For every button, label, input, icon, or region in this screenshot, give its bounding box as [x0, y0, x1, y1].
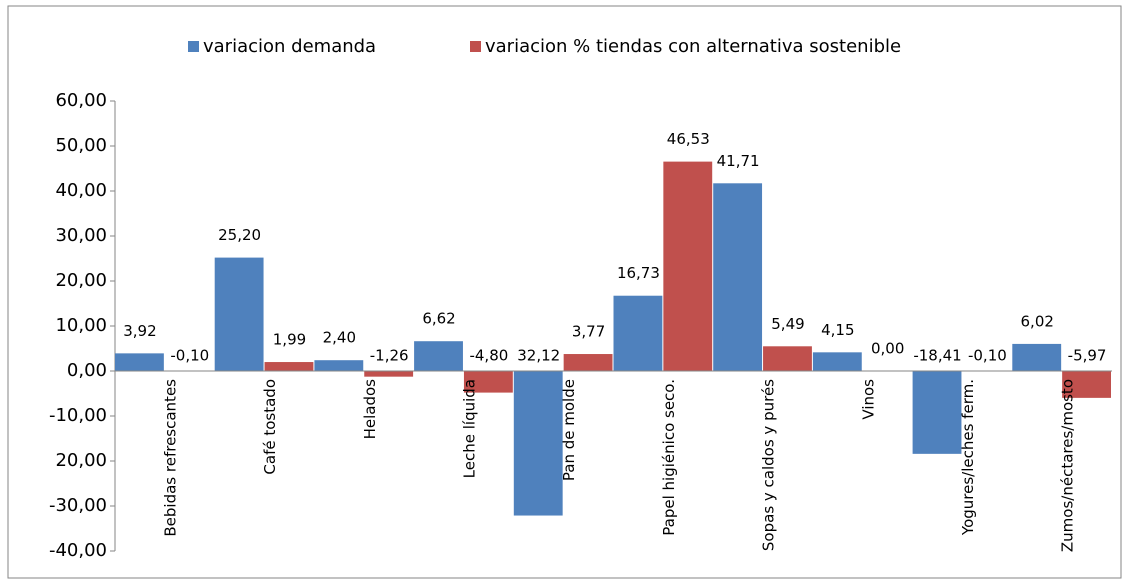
legend-swatch: [188, 41, 199, 52]
data-label: 16,73: [617, 264, 660, 282]
x-tick-label: Yogures/leches ferm.: [959, 379, 977, 536]
data-label: 3,77: [572, 323, 605, 341]
bar: [414, 341, 463, 371]
data-label: 6,62: [422, 310, 455, 328]
y-tick-label: 60,00: [55, 90, 107, 111]
data-label: -5,97: [1068, 347, 1107, 365]
bar: [1062, 371, 1111, 398]
bar: [364, 371, 414, 377]
bar: [912, 371, 962, 454]
x-tick-label: Bebidas refrescantes: [161, 379, 179, 537]
bar: [812, 352, 862, 371]
y-tick-label: 30,00: [55, 225, 107, 246]
bar: [314, 360, 364, 371]
y-tick-label: 50,00: [55, 135, 107, 156]
y-tick-label: -30,00: [49, 495, 107, 516]
y-tick-label: -40,00: [49, 540, 107, 561]
data-label: -18,41: [913, 347, 961, 365]
data-label: -4,80: [469, 347, 508, 365]
bar: [214, 257, 264, 371]
data-label: 4,15: [821, 321, 854, 339]
bar: [763, 346, 812, 371]
data-label: -0,10: [170, 347, 209, 365]
bar: [563, 354, 613, 371]
bar: [513, 371, 563, 516]
y-tick-label: 0,00: [67, 360, 107, 381]
data-label: 6,02: [1021, 312, 1054, 330]
x-tick-label: Café tostado: [261, 379, 279, 475]
data-label: 41,71: [717, 152, 760, 170]
data-label: -1,26: [370, 347, 409, 365]
legend-label: variacion % tiendas con alternativa sost…: [485, 36, 901, 57]
legend-label: variacion demanda: [203, 36, 376, 57]
data-label: 3,92: [123, 322, 156, 340]
y-tick-label: 10,00: [55, 315, 107, 336]
data-label: 0,00: [871, 340, 904, 358]
data-label: -0,10: [968, 347, 1007, 365]
data-label: 1,99: [273, 331, 306, 349]
legend-swatch: [470, 41, 481, 52]
bar: [1012, 343, 1062, 371]
x-tick-label: Zumos/néctares/mosto: [1059, 379, 1077, 552]
bar: [663, 161, 713, 371]
bar: [713, 183, 763, 371]
x-tick-label: Helados: [361, 379, 379, 440]
y-tick-label: -10,00: [49, 405, 107, 426]
x-tick-label: Leche líquida: [460, 379, 478, 478]
bar: [463, 371, 513, 393]
data-label: 25,20: [218, 226, 261, 244]
data-label: 5,49: [771, 315, 804, 333]
y-tick-label: 20,00: [55, 270, 107, 291]
y-tick-label: 20,00: [55, 450, 107, 471]
data-label: 2,40: [323, 329, 356, 347]
x-tick-label: Pan de molde: [560, 379, 578, 481]
bar: [264, 362, 314, 371]
bar: [115, 353, 164, 371]
data-label: 32,12: [517, 347, 560, 365]
y-tick-label: 40,00: [55, 180, 107, 201]
x-tick-label: Vinos: [859, 379, 877, 420]
x-tick-label: Papel higiénico seco.: [660, 379, 678, 536]
chart-frame: [7, 5, 1122, 579]
bar: [613, 295, 663, 371]
data-label: 46,53: [667, 130, 710, 148]
x-tick-label: Sopas y caldos y purés: [760, 379, 778, 551]
